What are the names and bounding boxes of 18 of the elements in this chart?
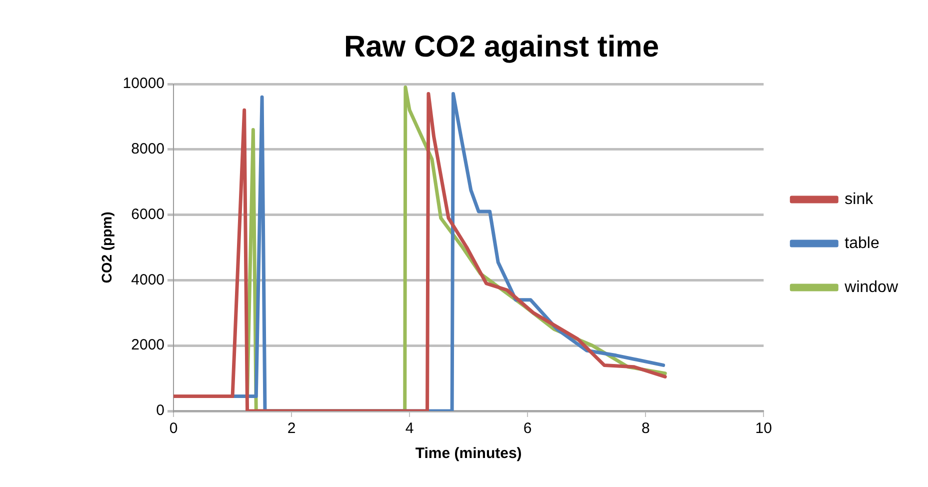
x-tick-label: 0 — [169, 420, 178, 438]
legend-label: sink — [844, 190, 874, 208]
y-tick-label: 2000 — [131, 336, 165, 354]
y-axis-title: CO2 (ppm) — [98, 212, 114, 284]
chart-title: Raw CO2 against time — [344, 30, 660, 64]
x-tick-label: 8 — [641, 420, 650, 438]
x-axis-title: Time (minutes) — [415, 445, 522, 462]
legend-label: table — [844, 234, 880, 252]
y-tick-label: 0 — [156, 402, 165, 420]
x-tick-label: 4 — [405, 420, 414, 438]
x-tick-label: 10 — [755, 420, 772, 438]
legend-label: window — [844, 278, 898, 296]
y-tick-label: 4000 — [131, 271, 165, 288]
x-tick-label: 2 — [287, 420, 296, 438]
y-tick-label: 10000 — [122, 75, 165, 92]
x-tick-label: 6 — [523, 420, 532, 438]
y-tick-label: 6000 — [131, 206, 165, 223]
y-tick-label: 8000 — [131, 140, 165, 158]
